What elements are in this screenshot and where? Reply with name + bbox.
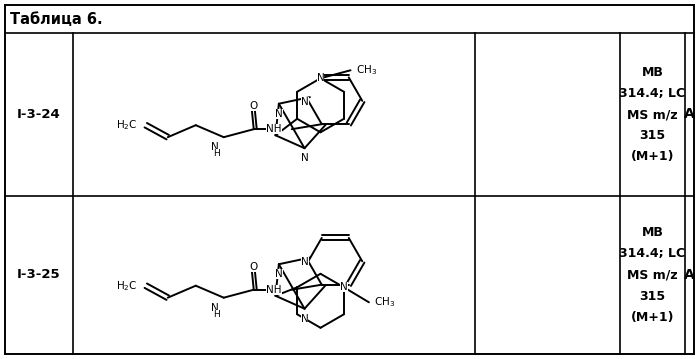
Text: N: N [317, 73, 324, 83]
Text: I-3-24: I-3-24 [17, 108, 61, 121]
Text: N: N [211, 303, 219, 313]
Text: N: N [275, 109, 282, 119]
Text: N: N [301, 314, 308, 324]
Text: CH$_3$: CH$_3$ [356, 64, 377, 77]
Text: A: A [684, 268, 695, 282]
Text: N: N [211, 142, 219, 152]
Text: N: N [301, 257, 309, 267]
Text: N: N [340, 282, 348, 292]
Text: N: N [301, 97, 309, 107]
Text: H$_2$C: H$_2$C [116, 279, 138, 293]
Text: Таблица 6.: Таблица 6. [10, 11, 103, 27]
Text: N: N [301, 153, 308, 163]
Text: H: H [213, 149, 219, 158]
Text: H: H [213, 310, 219, 319]
Text: NH: NH [266, 124, 282, 134]
Text: I-3-25: I-3-25 [17, 269, 61, 281]
Text: CH$_3$: CH$_3$ [374, 295, 395, 309]
Text: N: N [275, 269, 282, 279]
Text: O: O [250, 262, 258, 272]
Text: O: O [250, 101, 258, 111]
Text: NH: NH [266, 285, 282, 295]
Text: H$_2$C: H$_2$C [116, 118, 138, 132]
Text: A: A [684, 107, 695, 121]
Text: MB
314.4; LC
MS m/z
315
(M+1): MB 314.4; LC MS m/z 315 (M+1) [619, 227, 686, 323]
Text: MB
314.4; LC
MS m/z
315
(M+1): MB 314.4; LC MS m/z 315 (M+1) [619, 66, 686, 163]
